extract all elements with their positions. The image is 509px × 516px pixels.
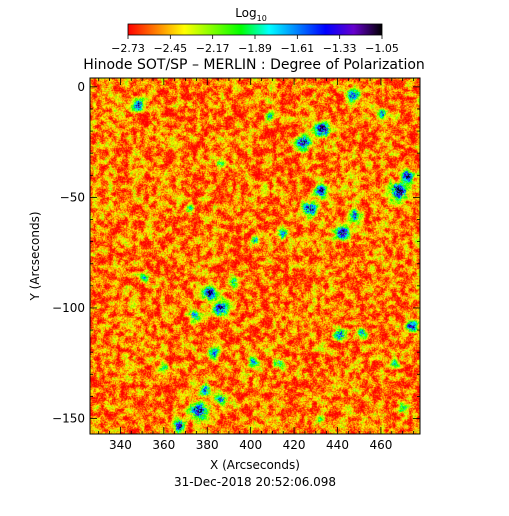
x-axis-label: X (Arcseconds) [210, 458, 300, 472]
colorbar-tick-label: −1.33 [323, 42, 357, 55]
timestamp: 31-Dec-2018 20:52:06.098 [174, 475, 336, 489]
colorbar: −2.73 −2.45 −2.17 −1.89 −1.61 −1.33 −1.05 [111, 23, 399, 55]
x-axis: 340 360 380 400 420 440 460 [98, 78, 414, 452]
colorbar-tick-labels: −2.73 −2.45 −2.17 −1.89 −1.61 −1.33 −1.05 [111, 35, 399, 55]
x-tick-label: 380 [196, 438, 219, 452]
x-tick-label: 360 [152, 438, 175, 452]
x-tick-label: 460 [369, 438, 392, 452]
y-axis: 0 −50 −100 −150 [52, 80, 420, 426]
colorbar-tick-label: −1.61 [280, 42, 314, 55]
colorbar-label: Log10 [235, 6, 267, 23]
colorbar-tick-label: −1.05 [365, 42, 399, 55]
y-tick-label: −150 [52, 412, 85, 426]
chart-title: Hinode SOT/SP – MERLIN : Degree of Polar… [83, 57, 425, 73]
colorbar-strip [127, 23, 383, 36]
x-tick-label: 340 [109, 438, 132, 452]
plot-frame [89, 77, 421, 435]
colorbar-tick-label: −2.73 [111, 42, 145, 55]
x-tick-label: 400 [239, 438, 262, 452]
heatmap-image [90, 78, 420, 434]
y-tick-label: −50 [60, 190, 85, 204]
x-tick-label: 420 [283, 438, 306, 452]
colorbar-tick-label: −2.17 [196, 42, 230, 55]
colorbar-tick-label: −2.45 [153, 42, 187, 55]
x-tick-label: 440 [326, 438, 349, 452]
y-axis-label: Y (Arcseconds) [28, 211, 42, 301]
colorbar-tick-label: −1.89 [238, 42, 272, 55]
y-tick-label: 0 [77, 80, 85, 94]
plot-area: 340 360 380 400 420 440 460 0 −50 −100 −150 [52, 77, 421, 452]
y-tick-label: −100 [52, 301, 85, 315]
